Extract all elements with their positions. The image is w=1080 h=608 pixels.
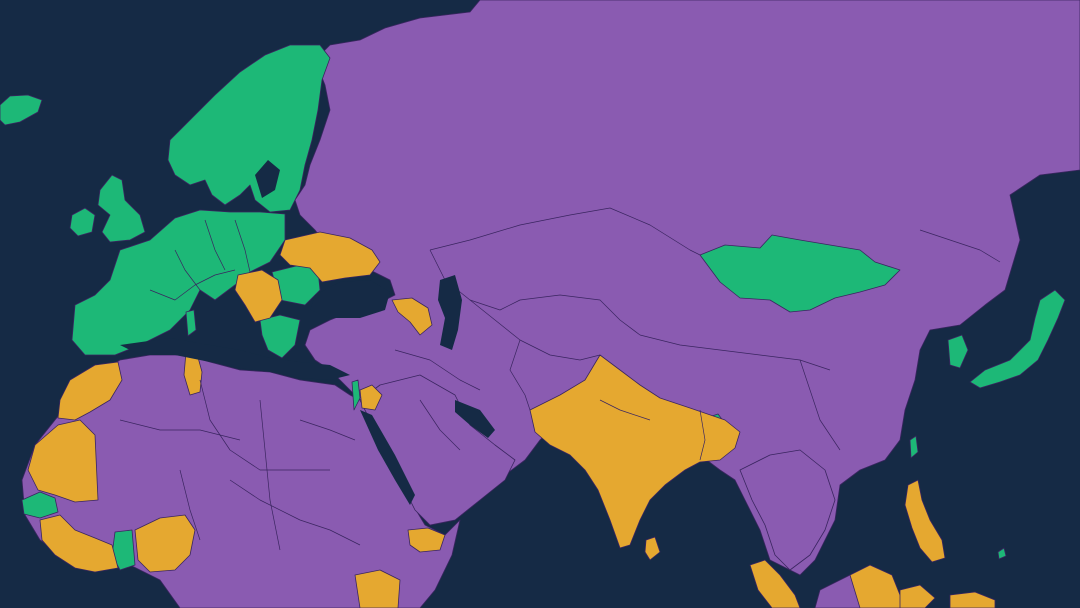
- iceland: [0, 94, 43, 126]
- morocco: [57, 361, 123, 421]
- mongolia: [699, 234, 901, 313]
- baltic-sea: [255, 160, 280, 198]
- israel: [351, 379, 361, 411]
- mediterranean-sea: [120, 338, 350, 380]
- jordan: [359, 384, 383, 411]
- indonesia-islands: [899, 584, 936, 608]
- balkans: [234, 269, 283, 323]
- persian-gulf: [455, 400, 495, 438]
- western-europe: [71, 209, 286, 356]
- sri-lanka: [644, 536, 661, 561]
- kenya: [354, 569, 401, 608]
- mauritania: [27, 419, 99, 503]
- free-regions: [0, 44, 1066, 571]
- japan: [969, 289, 1066, 389]
- caspian-sea: [438, 275, 462, 350]
- united-kingdom: [97, 174, 146, 243]
- south-asia: [529, 354, 741, 549]
- ukraine: [279, 231, 381, 283]
- indochina: [739, 449, 836, 571]
- indonesia-islands-2: [949, 591, 996, 608]
- south-korea: [947, 334, 969, 369]
- greece: [259, 314, 301, 359]
- georgia-armenia: [391, 297, 433, 336]
- red-sea: [360, 410, 415, 505]
- somalia: [407, 527, 446, 553]
- sardinia: [185, 309, 197, 337]
- partly-free-regions: [27, 231, 996, 608]
- west-africa-coast: [39, 514, 119, 573]
- ireland: [69, 207, 96, 237]
- malay-peninsula: [749, 559, 801, 608]
- senegal: [21, 491, 59, 519]
- scandinavia: [167, 44, 331, 213]
- black-sea: [310, 280, 390, 318]
- timor-leste: [997, 547, 1007, 560]
- nigeria: [134, 514, 196, 573]
- philippines: [904, 479, 946, 563]
- country-borders: [119, 207, 1001, 551]
- inland-water: [120, 160, 495, 505]
- taiwan: [909, 435, 919, 459]
